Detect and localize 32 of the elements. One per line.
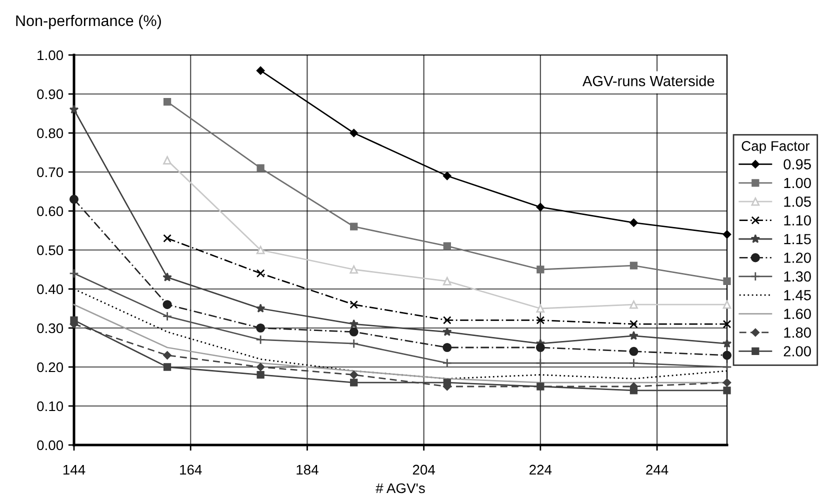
x-tick-label: 144 (63, 464, 86, 475)
y-axis-title: Non-performance (%) (16, 14, 161, 30)
y-tick-label: 0.50 (37, 245, 64, 256)
annotation: AGV-runs Waterside (582, 76, 714, 86)
y-tick-label: 0.00 (37, 440, 64, 450)
y-tick-label: 0.20 (37, 362, 64, 372)
legend-title: Cap Factor (742, 141, 810, 154)
legend-label: 1.05 (784, 196, 811, 207)
legend-label: 1.30 (784, 271, 811, 282)
y-tick-label: 1.00 (38, 50, 64, 60)
legend-label: 1.20 (784, 252, 811, 263)
x-tick-label: 184 (296, 464, 318, 475)
x-tick-label: 164 (180, 464, 202, 475)
y-tick-label: 0.10 (37, 401, 64, 412)
legend-label: 1.10 (784, 215, 811, 226)
legend-label: 1.60 (784, 308, 811, 320)
legend-label: 2.00 (784, 346, 811, 356)
x-tick-label: 224 (530, 464, 552, 475)
legend-label: 0.95 (784, 159, 811, 170)
x-tick-label: 244 (646, 464, 668, 475)
y-tick-label: 0.70 (37, 167, 64, 178)
y-tick-label: 0.90 (37, 89, 64, 100)
x-axis-title: # AGV's (376, 483, 425, 494)
legend-label: 1.15 (784, 234, 811, 244)
y-tick-label: 0.60 (37, 206, 64, 216)
y-tick-label: 0.80 (37, 128, 64, 138)
legend-label: 1.80 (784, 327, 811, 338)
x-tick-label: 204 (412, 464, 436, 475)
legend-label: 1.45 (784, 290, 811, 300)
y-tick-label: 0.30 (37, 323, 64, 334)
legend-label: 1.00 (784, 178, 811, 188)
y-tick-label: 0.40 (37, 284, 64, 294)
